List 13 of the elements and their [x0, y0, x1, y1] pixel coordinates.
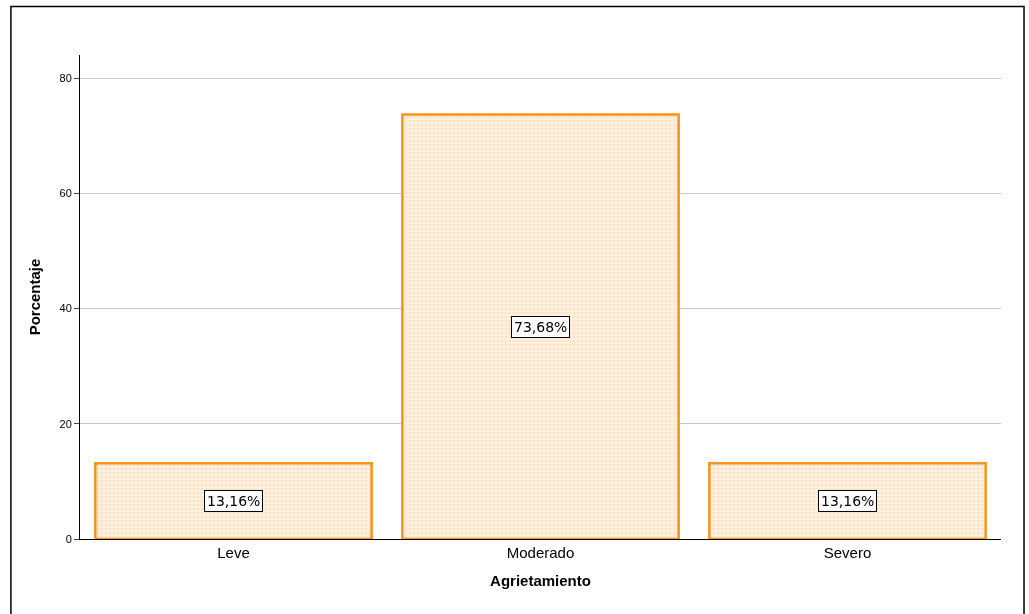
- y-tick-label: 20: [59, 417, 72, 430]
- x-tick-label: Leve: [217, 544, 250, 561]
- y-axis-title: Porcentaje: [25, 258, 43, 336]
- x-tick-label: Moderado: [506, 544, 575, 561]
- y-tick-label: 60: [59, 187, 72, 200]
- y-tick-label: 40: [59, 302, 72, 315]
- data-label: 13,16%: [821, 493, 875, 509]
- x-tick-label: Severo: [823, 544, 872, 561]
- data-label: 73,68%: [514, 319, 568, 335]
- x-axis-title: Agrietamiento: [490, 572, 591, 589]
- data-label: 13,16%: [207, 493, 261, 509]
- y-tick-label: 80: [59, 71, 72, 84]
- y-tick-label: 0: [65, 532, 72, 545]
